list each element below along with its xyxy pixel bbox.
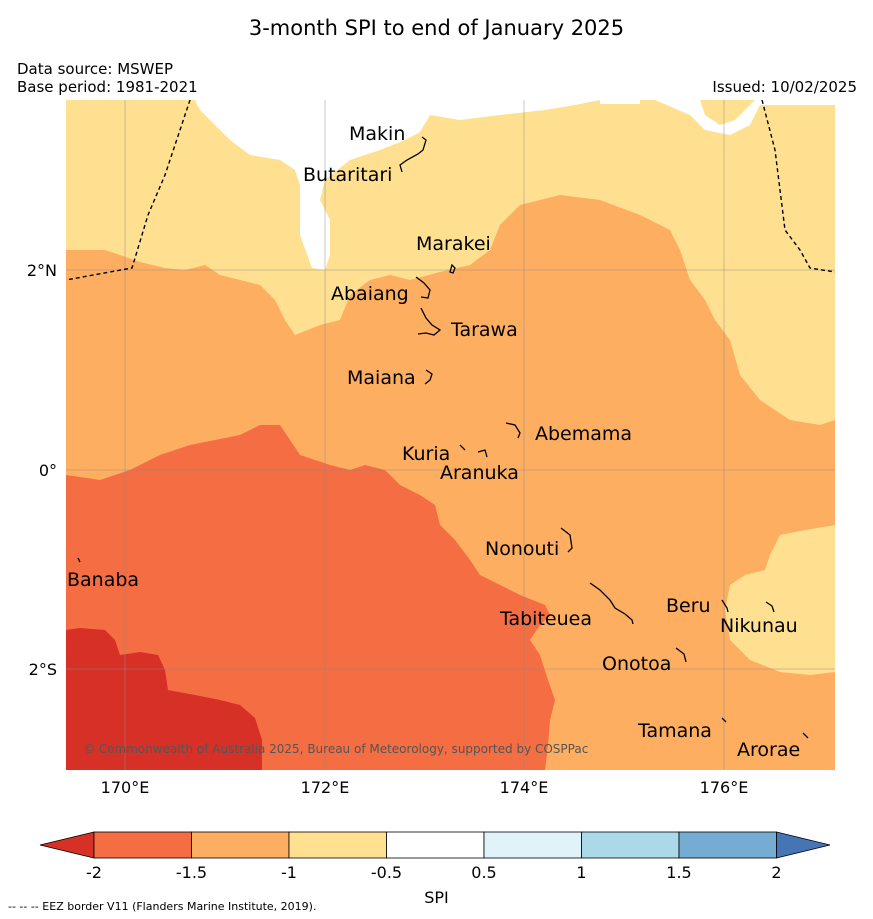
place-label: Tamana bbox=[637, 720, 712, 742]
place-label: Onotoa bbox=[602, 653, 671, 675]
lon-label: 170°E bbox=[101, 778, 150, 797]
island-outlines bbox=[77, 136, 809, 739]
lon-label: 172°E bbox=[301, 778, 350, 797]
place-label: Makin bbox=[349, 123, 405, 145]
eez-note: -- -- -- EEZ border V11 (Flanders Marine… bbox=[8, 900, 317, 913]
colorbar-extend-high bbox=[776, 831, 831, 859]
lat-label: 2°S bbox=[29, 660, 57, 679]
lat-label: 0° bbox=[39, 461, 57, 480]
spi-band-extreme bbox=[66, 628, 262, 770]
place-label: Beru bbox=[666, 595, 711, 617]
place-label: Abaiang bbox=[331, 283, 409, 305]
colorbar-segment bbox=[288, 831, 387, 859]
spi-band-normal-ne bbox=[655, 100, 835, 135]
lat-label: 2°N bbox=[27, 261, 57, 280]
spi-band-normal bbox=[66, 100, 600, 270]
colorbar-tick: -1.5 bbox=[176, 863, 207, 882]
eez-border bbox=[66, 100, 835, 281]
colorbar-tick: 1.5 bbox=[666, 863, 691, 882]
colorbar-tick: 2 bbox=[771, 863, 781, 882]
lon-label: 176°E bbox=[700, 778, 749, 797]
place-label: Banaba bbox=[67, 569, 139, 591]
place-label: Abemama bbox=[535, 423, 632, 445]
colorbar-segment bbox=[483, 831, 582, 859]
colorbar: -2 -1.5 -1 -0.5 0.5 1 1.5 2 bbox=[39, 831, 831, 882]
spi-band-normal-strip bbox=[600, 100, 640, 104]
colorbar-segment bbox=[191, 831, 290, 859]
base-period: Base period: 1981-2021 bbox=[17, 78, 198, 96]
issued-date: Issued: 10/02/2025 bbox=[712, 78, 857, 96]
place-label: Nonouti bbox=[485, 538, 559, 560]
place-label: Maiana bbox=[347, 367, 416, 389]
colorbar-segment bbox=[386, 831, 485, 859]
data-source: Data source: MSWEP bbox=[17, 60, 174, 78]
spi-patch-dry bbox=[725, 525, 835, 675]
colorbar-extend-low bbox=[39, 831, 95, 859]
colorbar-tick: -0.5 bbox=[371, 863, 402, 882]
place-label: Marakei bbox=[416, 233, 491, 255]
place-label: Kuria bbox=[402, 443, 450, 465]
copyright-notice: © Commonwealth of Australia 2025, Bureau… bbox=[83, 742, 589, 756]
colorbar-tick: 0.5 bbox=[471, 863, 496, 882]
colorbar-tick: -1 bbox=[281, 863, 297, 882]
place-label: Aranuka bbox=[440, 462, 519, 484]
place-label: Arorae bbox=[737, 739, 800, 761]
spi-band-dry bbox=[66, 100, 835, 425]
lon-label: 174°E bbox=[500, 778, 549, 797]
place-label: Tabiteuea bbox=[499, 608, 592, 630]
colorbar-segment bbox=[581, 831, 680, 859]
map-title: 3-month SPI to end of January 2025 bbox=[248, 16, 625, 40]
colorbar-segment bbox=[93, 831, 192, 859]
spi-band-severe bbox=[66, 425, 555, 770]
colorbar-segment bbox=[678, 831, 777, 859]
spi-field bbox=[66, 100, 835, 770]
colorbar-tick: -2 bbox=[86, 863, 102, 882]
place-label: Nikunau bbox=[720, 615, 798, 637]
place-label: Butaritari bbox=[303, 164, 392, 186]
colorbar-tick: 1 bbox=[576, 863, 586, 882]
colorbar-label: SPI bbox=[424, 888, 449, 907]
place-label: Tarawa bbox=[450, 319, 518, 341]
